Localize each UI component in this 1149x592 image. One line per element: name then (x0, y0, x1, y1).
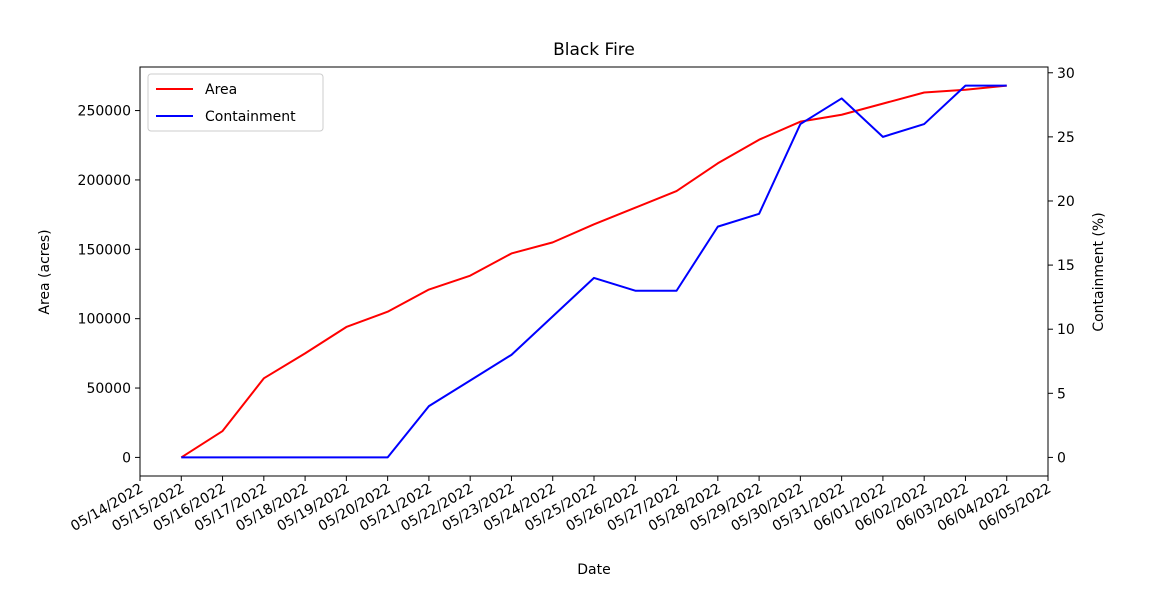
legend-label-containment: Containment (205, 109, 296, 125)
series-layer (180, 84, 1007, 459)
y2-tick-label: 15 (1057, 258, 1075, 274)
y-tick-label: 200000 (78, 173, 131, 189)
y2-tick-label: 0 (1057, 450, 1066, 466)
y2-tick-label: 5 (1057, 386, 1066, 402)
y-tick-label: 0 (122, 450, 131, 466)
y-tick-label: 250000 (78, 104, 131, 120)
y-axis-left: 0 50000 100000 150000 200000 250000 (78, 104, 140, 466)
x-axis-label: Date (577, 562, 610, 578)
y2-tick-label: 25 (1057, 130, 1075, 146)
y-tick-label: 100000 (78, 312, 131, 328)
y-axis-label: Area (acres) (37, 229, 53, 314)
chart-title: Black Fire (553, 40, 635, 60)
y-tick-label: 150000 (78, 242, 131, 258)
y2-axis-label: Containment (%) (1091, 212, 1107, 331)
legend: Area Containment (147, 73, 324, 132)
legend-label-area: Area (205, 82, 237, 98)
y2-tick-label: 20 (1057, 194, 1075, 210)
y2-tick-label: 30 (1057, 66, 1075, 82)
y2-tick-label: 10 (1057, 322, 1075, 338)
y-axis-right: 0 5 10 15 20 25 30 (1048, 66, 1075, 466)
y-tick-label: 50000 (86, 381, 131, 397)
